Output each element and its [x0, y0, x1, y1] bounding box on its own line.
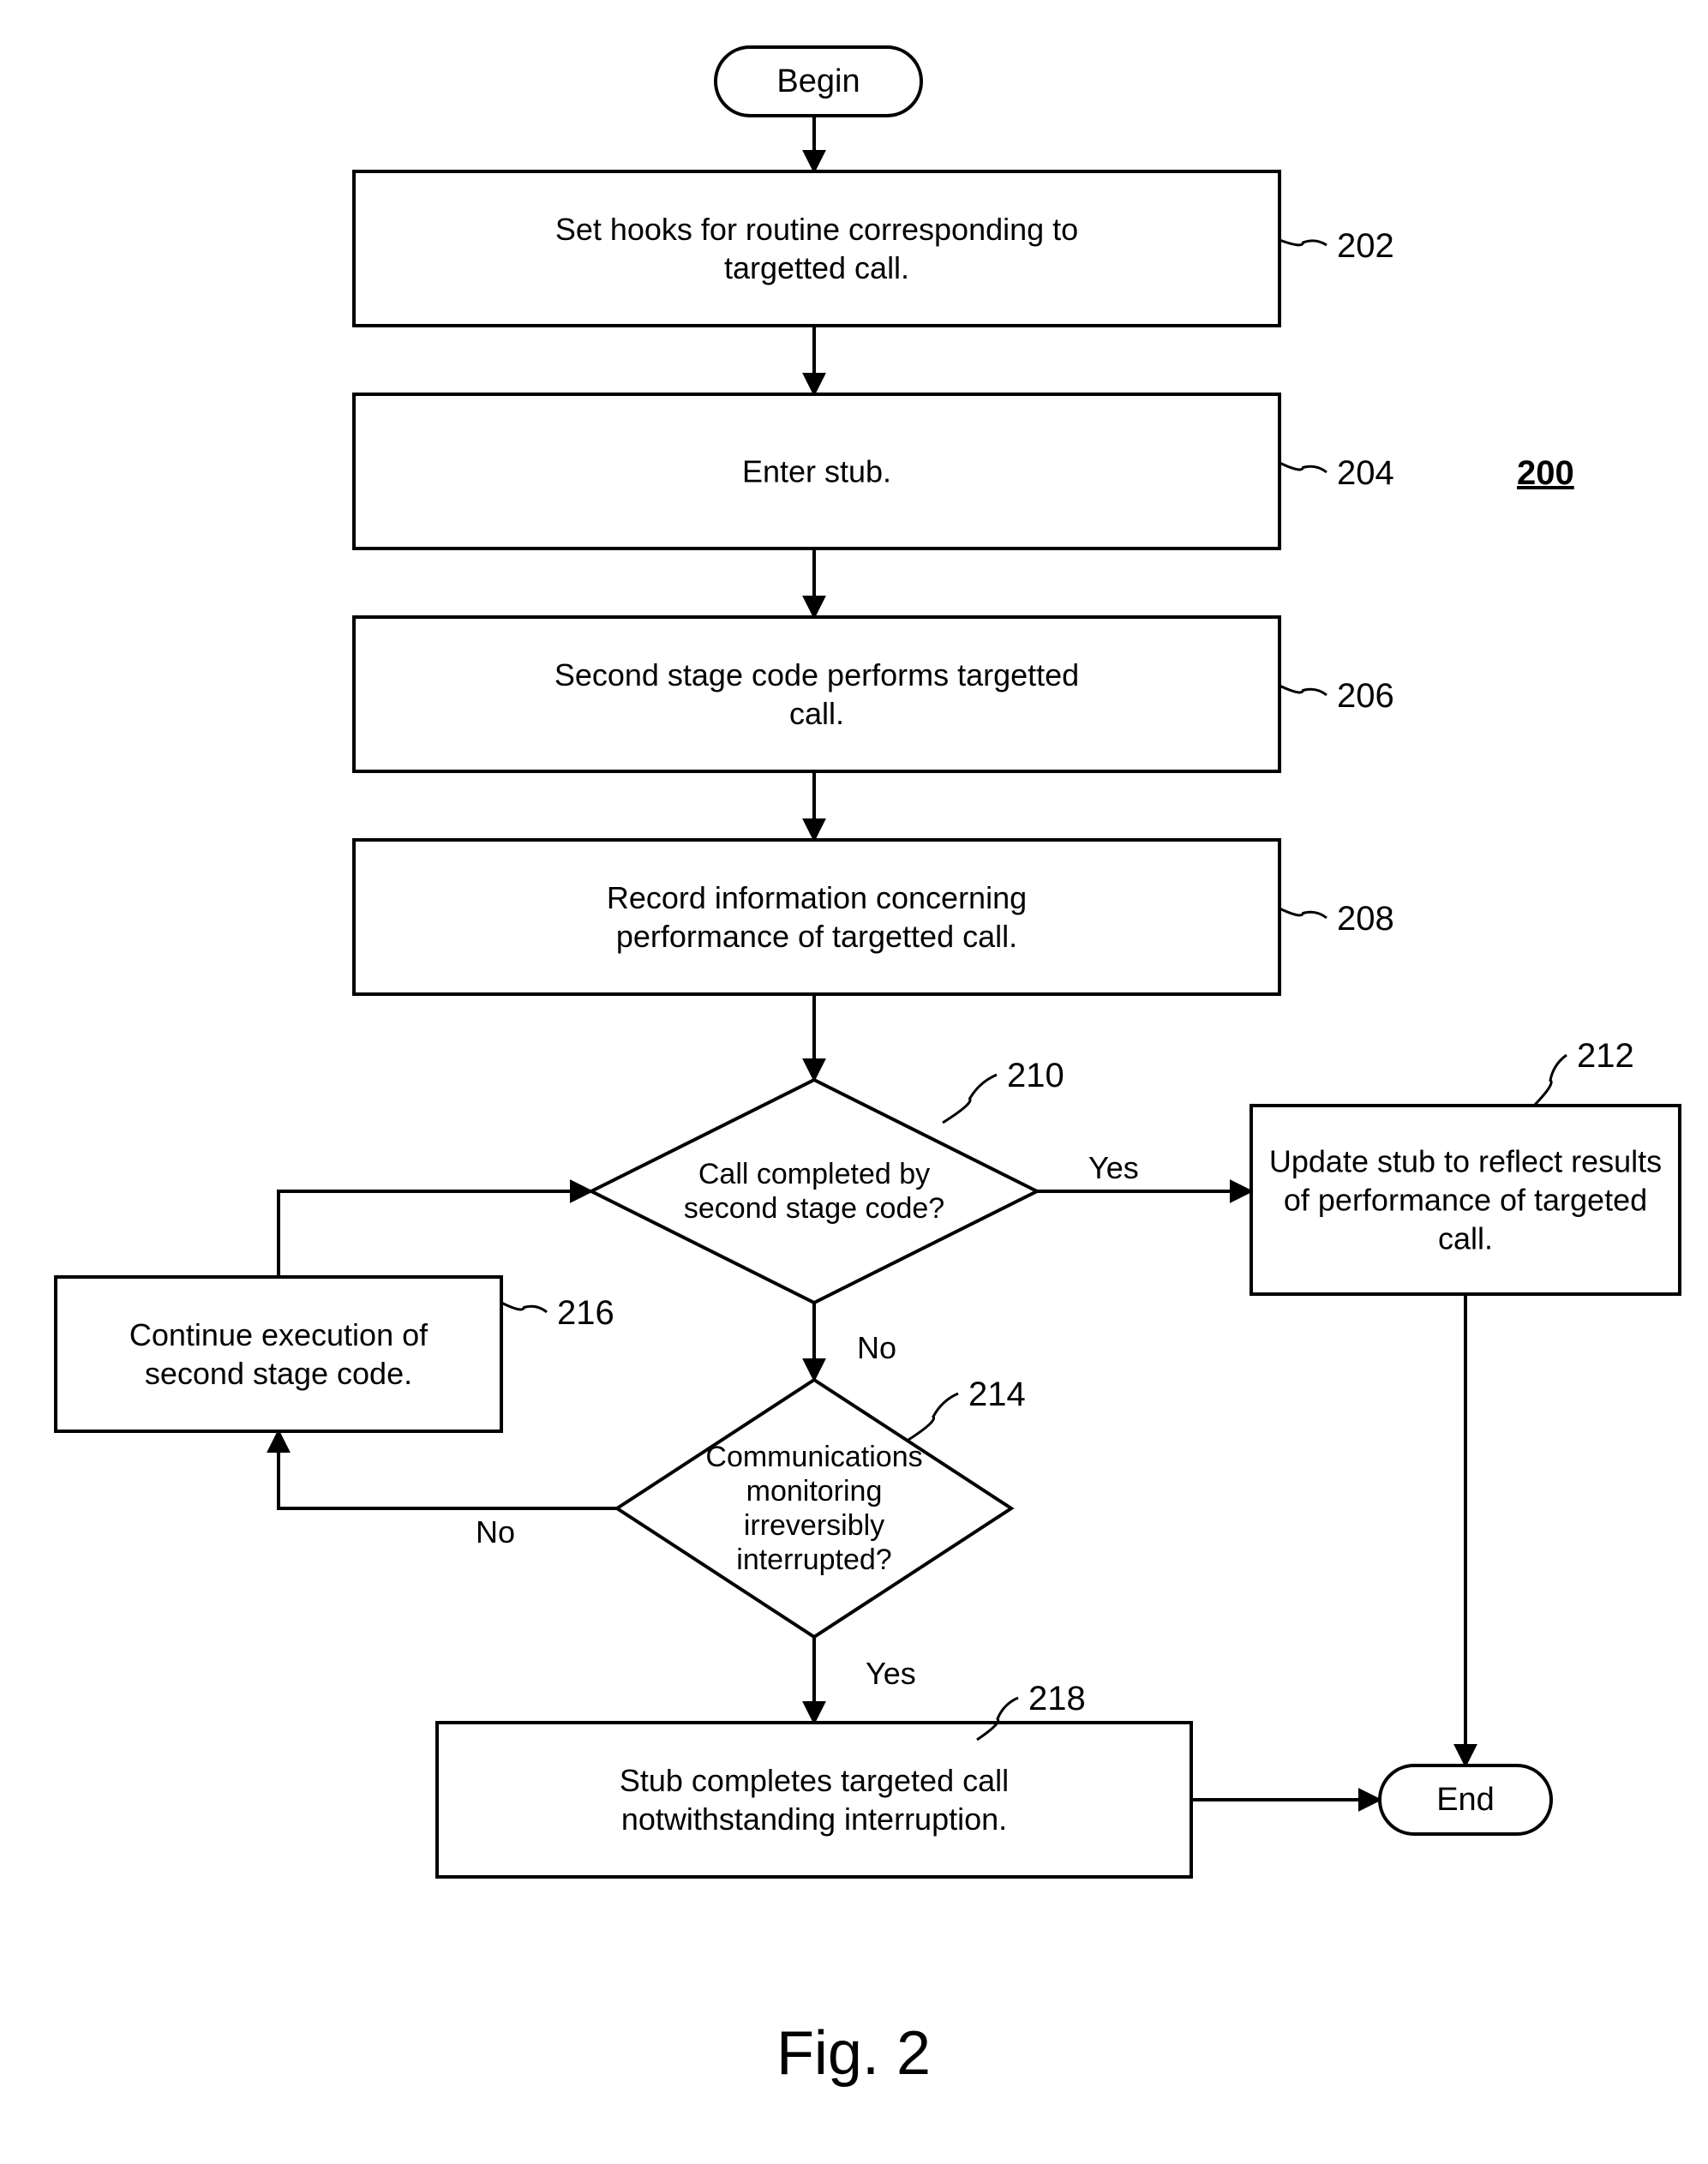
svg-text:call.: call.	[1438, 1221, 1493, 1256]
edge-label-8: Yes	[866, 1656, 916, 1691]
svg-text:Second stage code performs tar: Second stage code performs targetted	[554, 657, 1079, 692]
node-n206: Second stage code performs targetted call…	[354, 617, 1280, 771]
svg-text:notwithstanding interruption.: notwithstanding interruption.	[621, 1801, 1007, 1837]
node-begin: Begin	[716, 47, 921, 116]
node-d210: Call completed bysecond stage code?	[591, 1080, 1037, 1303]
svg-text:214: 214	[968, 1376, 1026, 1413]
node-n208: Record information concerning performance…	[354, 840, 1280, 994]
svg-text:interrupted?: interrupted?	[736, 1544, 891, 1576]
ref-label-l204: 204	[1280, 454, 1394, 492]
flowchart-figure: Yes No No Yes Begin Set hooks for routine co…	[0, 0, 1708, 2164]
svg-text:Set hooks for routine correspo: Set hooks for routine corresponding to	[555, 212, 1078, 247]
svg-text:End: End	[1436, 1782, 1495, 1818]
svg-text:202: 202	[1337, 227, 1394, 265]
svg-text:206: 206	[1337, 677, 1394, 715]
node-n212: Update stub to reflect results of perform…	[1251, 1106, 1680, 1294]
ref-label-l206: 206	[1280, 677, 1394, 715]
svg-text:200: 200	[1517, 454, 1574, 492]
svg-text:Record information concerning: Record information concerning	[607, 880, 1027, 915]
svg-text:call.: call.	[789, 696, 844, 731]
ref-label-l210: 210	[943, 1057, 1064, 1123]
svg-text:Enter stub.: Enter stub.	[742, 454, 891, 489]
node-n204: Enter stub.	[354, 394, 1280, 548]
svg-text:212: 212	[1577, 1037, 1634, 1075]
svg-text:218: 218	[1028, 1680, 1086, 1717]
ref-label-l212: 212	[1534, 1037, 1634, 1106]
svg-text:Begin: Begin	[776, 63, 860, 99]
svg-text:Continue execution of: Continue execution of	[129, 1317, 428, 1352]
figure-caption: Fig. 2	[776, 2019, 931, 2088]
ref-label-l214: 214	[908, 1376, 1026, 1440]
svg-text:of performance of targeted: of performance of targeted	[1284, 1183, 1647, 1218]
svg-text:204: 204	[1337, 454, 1394, 492]
node-n202: Set hooks for routine corresponding tota…	[354, 171, 1280, 326]
svg-text:second stage code.: second stage code.	[145, 1356, 412, 1391]
node-end: End	[1380, 1765, 1551, 1834]
node-n216: Continue execution of second stage code.	[56, 1277, 501, 1431]
ref-label-l200: 200	[1517, 454, 1574, 492]
node-d214: Communicationsmonitoringirreversiblyinte…	[617, 1380, 1011, 1637]
ref-label-l202: 202	[1280, 227, 1394, 265]
svg-text:Call completed by: Call completed by	[698, 1158, 930, 1190]
svg-text:irreversibly: irreversibly	[744, 1509, 884, 1542]
ref-label-l216: 216	[501, 1294, 614, 1332]
svg-text:Update stub to reflect results: Update stub to reflect results	[1269, 1144, 1662, 1179]
edge-label-6: No	[857, 1330, 896, 1365]
edge-7	[279, 1431, 617, 1508]
edge-9	[279, 1191, 591, 1277]
svg-text:performance of targetted call.: performance of targetted call.	[616, 919, 1017, 954]
svg-text:216: 216	[557, 1294, 614, 1332]
svg-text:second stage code?: second stage code?	[684, 1192, 944, 1225]
edge-label-5: Yes	[1088, 1150, 1139, 1185]
nodes-layer: Begin Set hooks for routine corresponding…	[56, 47, 1680, 1877]
svg-text:208: 208	[1337, 900, 1394, 938]
svg-text:Communications: Communications	[705, 1441, 922, 1473]
ref-label-l208: 208	[1280, 900, 1394, 938]
svg-text:targetted call.: targetted call.	[724, 250, 909, 285]
svg-text:Stub completes targeted call: Stub completes targeted call	[620, 1763, 1009, 1798]
node-n218: Stub completes targeted callnotwithstand…	[437, 1723, 1191, 1877]
svg-text:210: 210	[1007, 1057, 1064, 1094]
edge-label-7: No	[476, 1514, 515, 1550]
svg-text:monitoring: monitoring	[746, 1475, 883, 1508]
